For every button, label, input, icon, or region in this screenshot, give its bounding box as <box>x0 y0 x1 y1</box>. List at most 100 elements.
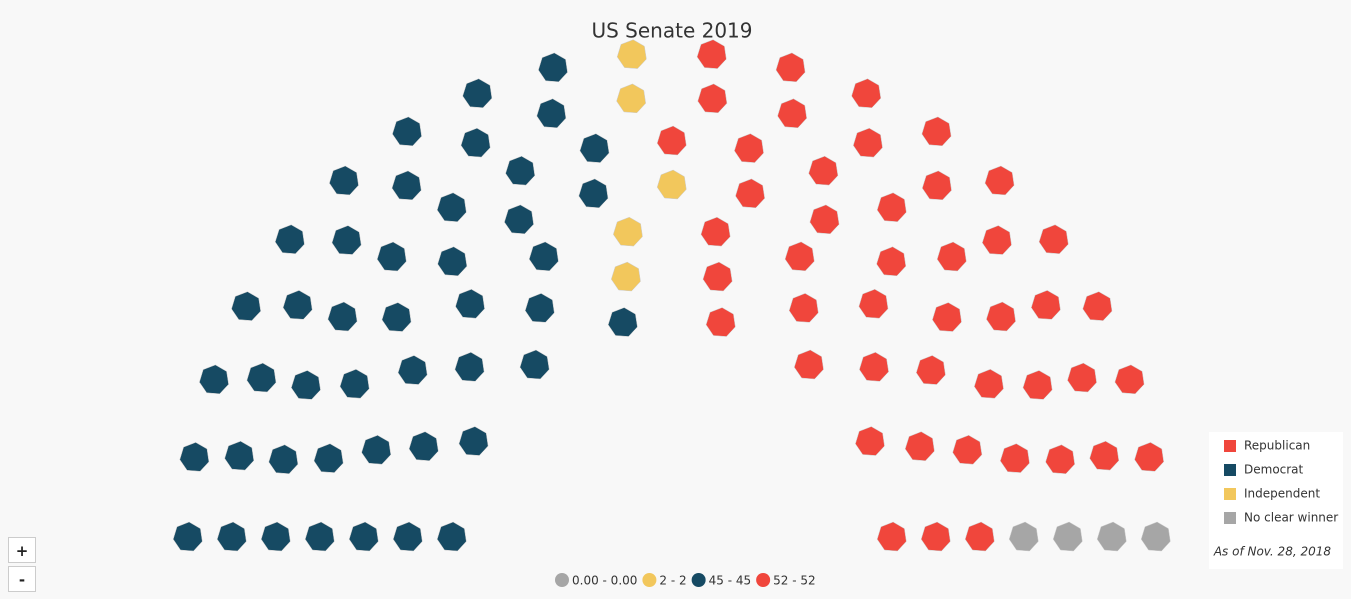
seat <box>392 116 422 147</box>
seat <box>460 127 491 158</box>
legend-swatch <box>1224 488 1236 500</box>
legend-label: Independent <box>1244 487 1320 501</box>
seat <box>391 170 422 201</box>
seat <box>216 521 247 552</box>
scale-swatch <box>555 573 569 587</box>
seat <box>858 289 889 319</box>
seat <box>462 78 493 108</box>
scale-label: 0.00 - 0.00 <box>572 574 637 588</box>
seat <box>1038 224 1069 254</box>
seat <box>876 192 907 222</box>
seat <box>775 52 806 83</box>
seat <box>1022 370 1053 400</box>
seat <box>291 370 321 400</box>
seat <box>611 261 641 292</box>
seat <box>313 443 344 473</box>
seat <box>274 224 305 254</box>
legend-swatch <box>1224 464 1236 476</box>
seat <box>505 155 536 186</box>
seat <box>578 178 609 209</box>
seat <box>794 349 824 380</box>
seat <box>656 169 687 200</box>
seat <box>697 83 728 114</box>
seat <box>1134 442 1164 472</box>
seat <box>855 426 885 456</box>
scale-swatch <box>691 573 706 587</box>
seat <box>436 192 467 222</box>
seat <box>408 431 439 461</box>
legend-box <box>1209 432 1343 569</box>
zoom-out[interactable]: - <box>8 566 36 592</box>
seat <box>734 133 764 163</box>
seat <box>1140 521 1171 552</box>
seat <box>952 435 983 465</box>
scale-swatch <box>756 573 771 587</box>
seat <box>809 204 840 235</box>
seat <box>922 170 952 201</box>
seat <box>268 444 299 474</box>
seat <box>808 155 839 186</box>
seat <box>616 39 647 69</box>
seat <box>876 246 907 277</box>
seat <box>282 290 313 320</box>
seat <box>538 52 568 83</box>
seat <box>504 204 534 235</box>
seat <box>436 521 467 552</box>
seat <box>1045 444 1075 474</box>
seat <box>1089 440 1120 471</box>
seat <box>327 301 358 332</box>
scale-label: 2 - 2 <box>659 574 686 588</box>
note: As of Nov. 28, 2018 <box>1213 545 1332 559</box>
seat <box>246 362 277 393</box>
seat <box>702 261 733 292</box>
seat <box>437 246 468 277</box>
seat <box>916 355 946 385</box>
seat <box>964 521 995 552</box>
seat <box>735 178 765 209</box>
seat <box>876 521 907 552</box>
seat <box>788 293 819 323</box>
seat <box>224 440 255 471</box>
legend-label: Republican <box>1244 439 1310 453</box>
seat <box>179 442 210 472</box>
seat <box>524 293 555 323</box>
seat <box>613 216 643 247</box>
seat <box>376 241 407 272</box>
seat <box>974 369 1004 399</box>
seat <box>1052 521 1083 552</box>
seat <box>1031 290 1061 320</box>
seat <box>172 521 203 552</box>
seat <box>851 78 882 108</box>
zoom-in[interactable]: + <box>8 537 36 563</box>
seat <box>705 307 736 337</box>
seat <box>656 125 687 156</box>
seat <box>199 364 229 395</box>
seat <box>859 352 889 382</box>
seat <box>579 133 610 163</box>
seat <box>904 431 935 461</box>
seat <box>982 225 1012 255</box>
seat <box>260 521 291 552</box>
seat <box>984 165 1015 196</box>
seat <box>455 289 485 319</box>
seat <box>381 302 412 332</box>
seat <box>392 521 423 552</box>
seat <box>528 241 559 272</box>
seat <box>607 307 638 337</box>
scale-label: 52 - 52 <box>773 574 816 588</box>
seat <box>853 127 883 158</box>
seat <box>361 435 392 465</box>
scale-label: 45 - 45 <box>709 574 752 588</box>
legend-swatch <box>1224 440 1236 452</box>
seat <box>1008 521 1039 552</box>
scale-swatch <box>642 573 657 587</box>
seat <box>458 426 489 456</box>
seat <box>304 521 335 552</box>
seat <box>454 352 485 382</box>
seat <box>777 98 807 129</box>
seat <box>700 216 731 247</box>
seat <box>936 241 967 272</box>
seat <box>331 225 362 255</box>
